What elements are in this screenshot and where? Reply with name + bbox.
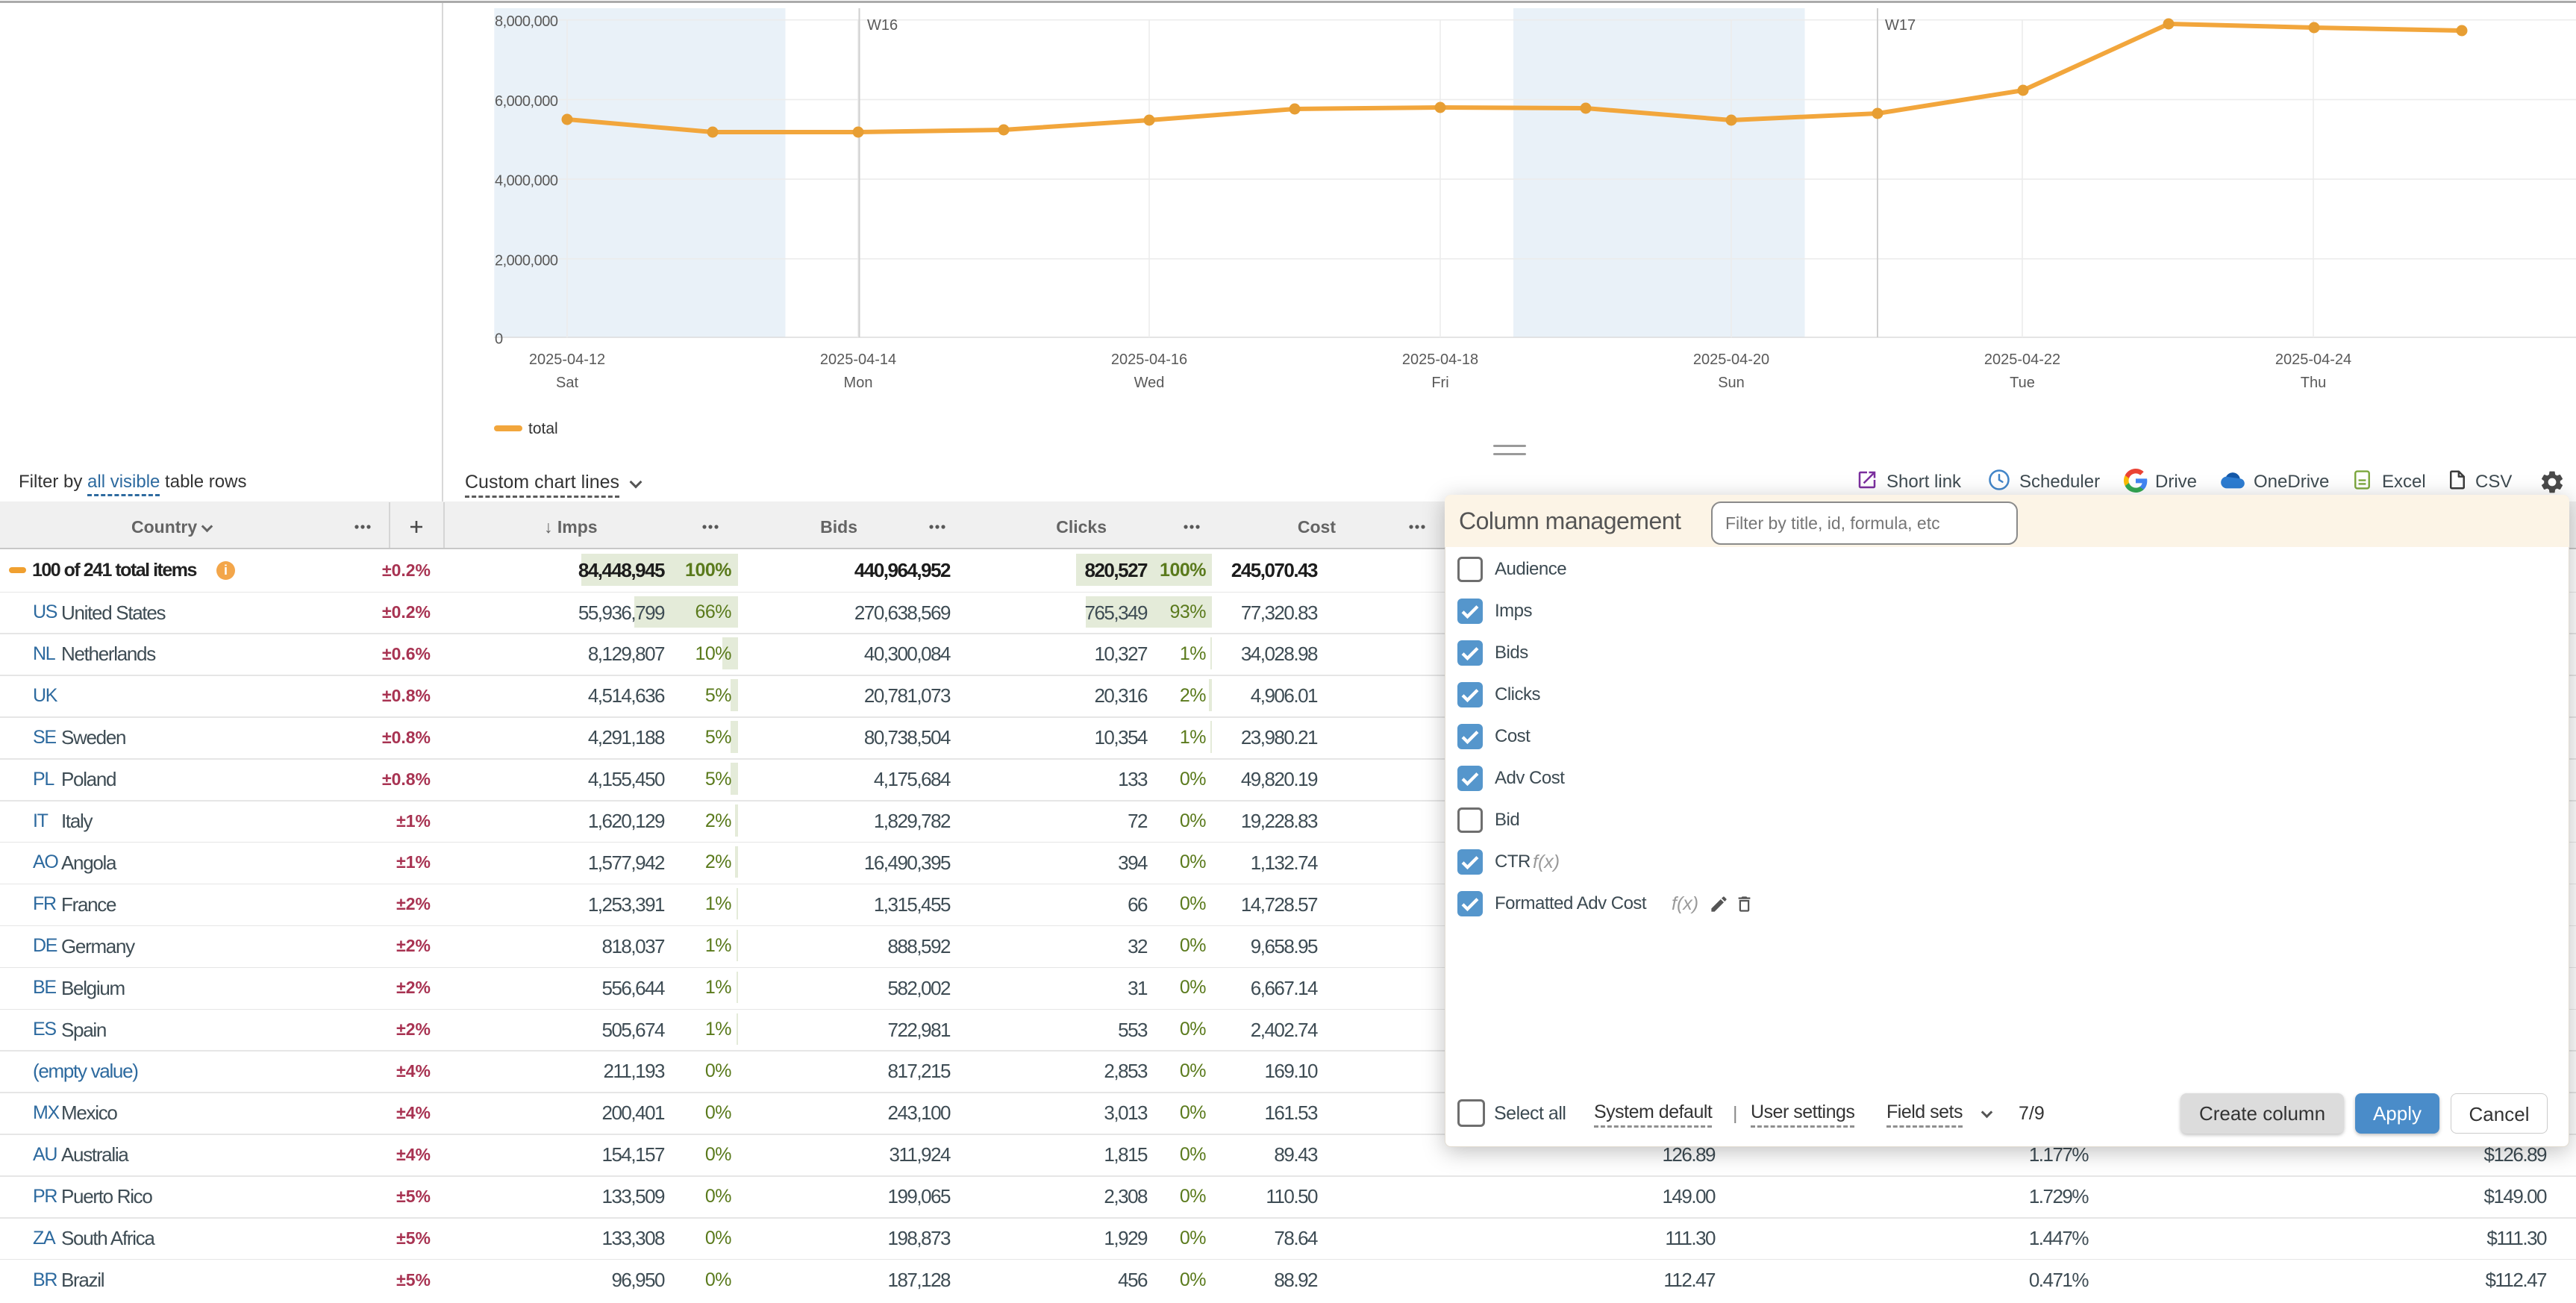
svg-text:Sat: Sat <box>556 375 578 391</box>
svg-text:2,000,000: 2,000,000 <box>495 252 558 269</box>
svg-text:Thu: Thu <box>2301 375 2326 391</box>
svg-text:W16: W16 <box>867 17 898 34</box>
svg-text:2025-04-22: 2025-04-22 <box>1984 351 2060 368</box>
svg-text:2025-04-24: 2025-04-24 <box>2275 351 2351 368</box>
svg-text:Mon: Mon <box>844 375 873 391</box>
svg-text:2025-04-12: 2025-04-12 <box>529 351 605 368</box>
svg-text:Tue: Tue <box>2010 375 2035 391</box>
svg-text:4,000,000: 4,000,000 <box>495 173 558 190</box>
svg-text:2025-04-14: 2025-04-14 <box>820 351 896 368</box>
svg-text:8,000,000: 8,000,000 <box>495 13 558 30</box>
svg-text:0: 0 <box>495 331 503 348</box>
svg-text:Wed: Wed <box>1134 375 1165 391</box>
svg-text:2025-04-18: 2025-04-18 <box>1402 351 1478 368</box>
svg-text:Fri: Fri <box>1431 375 1448 391</box>
svg-text:2025-04-20: 2025-04-20 <box>1693 351 1769 368</box>
svg-text:Sun: Sun <box>1718 375 1745 391</box>
svg-text:2025-04-16: 2025-04-16 <box>1111 351 1187 368</box>
svg-text:total: total <box>528 420 558 437</box>
svg-text:6,000,000: 6,000,000 <box>495 93 558 110</box>
svg-text:W17: W17 <box>1885 17 1916 34</box>
